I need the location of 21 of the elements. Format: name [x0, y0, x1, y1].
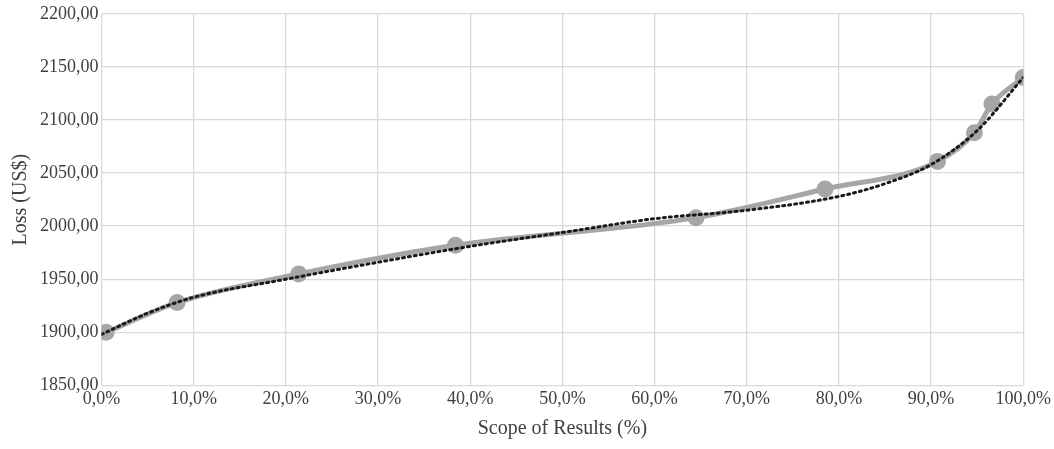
x-tick-label: 60,0% — [631, 387, 678, 408]
x-axis-title: Scope of Results (%) — [477, 416, 648, 440]
x-tick-label: 20,0% — [262, 387, 310, 408]
y-tick-label: 2000,00 — [40, 214, 99, 235]
x-tick-label: 90,0% — [907, 387, 955, 408]
y-tick-label: 2050,00 — [40, 161, 99, 182]
y-tick-label: 1900,00 — [40, 321, 99, 342]
point — [983, 95, 1001, 113]
x-tick-label: 70,0% — [723, 387, 770, 408]
y-tick-label: 2100,00 — [40, 108, 99, 129]
y-tick-label: 2150,00 — [40, 55, 99, 76]
y-tick-label: 1950,00 — [40, 267, 99, 288]
point — [816, 180, 834, 198]
y-tick-label: 2200,00 — [40, 2, 99, 23]
x-tick-label: 50,0% — [539, 387, 586, 408]
x-tick-label: 40,0% — [446, 387, 494, 408]
x-tick-label: 10,0% — [170, 387, 217, 408]
y-axis-title: Loss (US$) — [8, 153, 32, 246]
x-tick-label: 100,0% — [995, 387, 1051, 408]
x-tick-label: 80,0% — [815, 387, 863, 408]
x-tick-label: 30,0% — [354, 387, 402, 408]
